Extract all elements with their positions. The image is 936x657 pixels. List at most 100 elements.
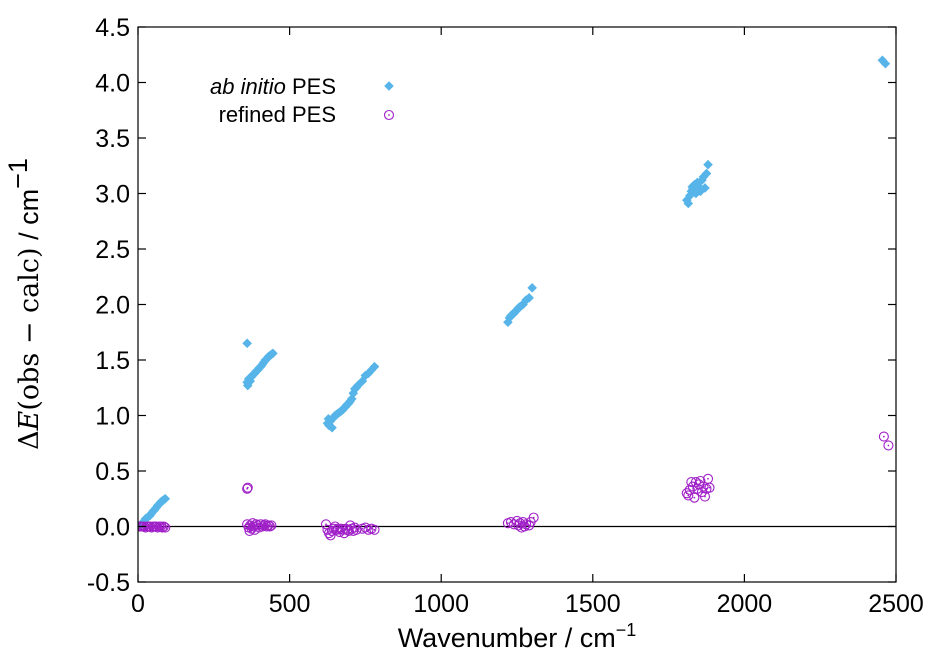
y-tick-label: 4.5 [95,14,130,42]
data-point-circle-dot [268,525,271,528]
data-point-diamond [360,370,371,381]
data-point-circle [689,492,700,503]
data-point-circle [704,482,715,493]
axis-ticks: 0 500 1000 1500 2000 2500 -0.5 0.0 0.5 1.0 1.5 2.0 2… [87,14,924,618]
data-point-diamond [363,368,374,379]
data-point-circle-ring [360,522,371,533]
y-axis-title: ΔE(obs − calc) / cm−1 [3,158,45,450]
data-point-circle-dot [325,523,327,526]
data-point-diamond [503,317,513,328]
data-point-circle-ring [160,522,171,533]
data-points [138,55,894,541]
data-point-circle [266,520,277,531]
data-point-circle-ring [878,431,889,442]
data-point-circle [158,521,169,532]
data-point-diamond [524,293,534,303]
data-point-circle-dot [355,528,358,531]
data-point-circle [695,475,706,487]
y-tick-label: 4.0 [95,70,130,98]
data-point-diamond [701,168,712,179]
data-point-circle [360,522,371,533]
data-point-diamond [527,283,537,293]
legend-label-ab-initio: ab initio PES [210,74,336,99]
data-point-circle-ring [349,522,360,533]
data-point-circle-ring [690,477,701,488]
data-point-diamond [703,159,713,170]
data-point-circle-ring [155,521,166,532]
data-point-circle-ring [320,519,332,530]
y-tick-label: 1.5 [95,347,130,375]
data-point-circle-dot [161,526,164,529]
data-point-circle-dot [246,486,249,489]
data-point-circle-ring [242,482,253,493]
data-point-circle-dot [699,480,702,482]
x-axis-title: Wavenumber / cm−1 [398,620,637,653]
data-point-circle-dot [367,528,370,531]
data-point-circle-dot [887,444,890,447]
legend-label-refined: refined PES [219,102,336,127]
data-point-circle-ring [695,475,706,487]
data-point-circle [883,440,894,451]
data-point-circle-ring [883,440,894,451]
legend-marker-diamond [384,81,394,91]
data-point-diamond [346,394,357,404]
data-point-circle-ring [325,530,336,541]
data-point-circle-ring [158,521,169,532]
data-point-circle [351,524,362,535]
data-point-diamond [366,365,377,375]
x-tick-label: 2500 [868,590,924,618]
data-point-circle-dot [162,525,165,528]
data-point-diamond [880,58,891,69]
data-point-diamond [700,183,710,193]
data-point-circle-dot [267,524,270,527]
data-point-circle-ring [699,491,711,502]
data-point-circle-dot [507,522,509,525]
data-point-circle-dot [250,527,253,530]
x-tick-label: 1500 [565,590,621,618]
x-tick-label: 2000 [717,590,773,618]
data-point-circle-dot [705,487,708,490]
data-point-diamond [683,198,694,209]
series-refined [138,431,894,541]
data-point-diamond [681,195,692,205]
data-point-diamond [327,422,337,433]
data-point-diamond [698,172,709,182]
data-point-circle-dot [687,494,690,497]
data-point-circle [699,491,711,502]
data-point-circle-ring [263,520,274,531]
y-tick-label: 3.0 [95,181,130,209]
data-point-circle [157,522,168,533]
data-point-circle-ring [339,528,350,539]
data-point-diamond [160,493,171,504]
data-point-circle-ring [266,520,277,531]
data-point-circle-dot [353,526,356,529]
legend-marker-circle-ring [383,109,395,121]
y-tick-label: -0.5 [87,569,130,597]
y-tick-label: 3.5 [95,125,130,153]
x-tick-label: 500 [269,590,311,618]
data-point-circle-ring [698,481,709,492]
data-point-circle-dot [704,495,706,498]
data-point-circle-ring [681,488,692,499]
data-point-diamond [242,338,252,349]
data-point-circle [878,431,889,442]
data-point-circle-dot [361,527,364,530]
data-point-circle [263,520,274,531]
legend: ab initio PES refined PES [210,74,395,127]
y-tick-label: 1.0 [95,403,130,431]
x-tick-label: 0 [131,590,145,618]
data-point-circle-dot [532,516,535,519]
legend-marker-circle [383,109,395,121]
data-point-circle-dot [373,528,376,531]
data-point-circle-ring [689,492,700,503]
data-point-circle [242,482,253,493]
data-point-circle-dot [164,526,167,529]
data-point-circle-ring [351,524,362,535]
data-point-circle-ring [157,522,168,533]
data-point-circle [320,519,332,530]
data-point-circle [683,490,694,501]
data-point-circle-dot [708,486,711,489]
data-point-circle-ring [704,482,715,493]
series-ab-initio [138,55,891,532]
